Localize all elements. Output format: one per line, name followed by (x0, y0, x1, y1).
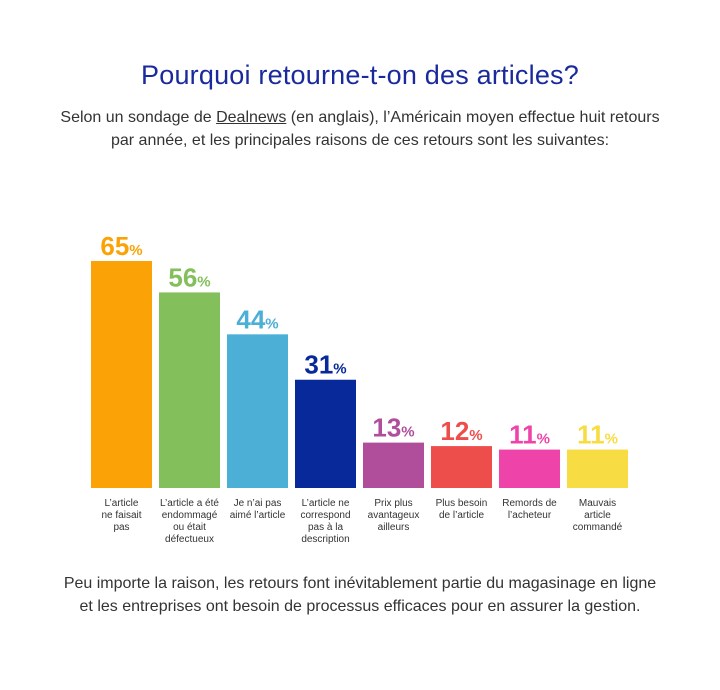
bar-5 (363, 442, 424, 488)
value-label-1: 65% (100, 231, 142, 261)
value-label-6: 12% (440, 416, 482, 446)
page-title: Pourquoi retourne-t-on des articles? (141, 60, 579, 90)
value-label-3: 44% (236, 304, 278, 334)
category-label-3: Je n’ai pas aimé l’article (230, 498, 286, 521)
category-label-6: Plus besoin de l’article (436, 498, 488, 521)
bar-4 (295, 379, 356, 488)
bar-8 (567, 449, 628, 488)
bar-6 (431, 446, 492, 488)
category-label-2: L’article a été endommagé ou était défectue… (160, 498, 219, 545)
bar-7 (499, 449, 560, 488)
page-subtitle: Selon un sondage de Dealnews (en anglais… (50, 106, 670, 152)
value-labels-group: 65% 56% 44% 31% 13% 12% 11% 11% (100, 231, 618, 450)
bar-2 (159, 292, 220, 488)
subtitle-text-start: Selon un sondage de (60, 109, 217, 126)
category-label-7: Remords de l’acheteur (502, 498, 557, 521)
category-label-4: L’article ne correspond pas à la descriptio… (300, 498, 350, 545)
value-label-4: 31% (304, 350, 346, 380)
bar-3 (227, 334, 288, 488)
bar-chart: 65% 56% 44% 31% 13% 12% 11% 11% L’article ne fai… (91, 231, 628, 545)
category-labels-group: L’article ne faisait pas L’article a été end… (101, 498, 622, 545)
value-label-5: 13% (372, 413, 414, 443)
subtitle-text-end: (en anglais), l’Américain moyen effectue… (110, 109, 660, 149)
value-label-7: 11% (509, 420, 550, 450)
value-label-2: 56% (168, 262, 210, 292)
category-label-1: L’article ne faisait pas (101, 498, 141, 533)
bar-1 (91, 261, 152, 488)
category-label-5: Prix plus avantageux ailleurs (368, 498, 420, 533)
category-label-8: Mauvais article commandé (573, 498, 623, 533)
dealnews-link[interactable]: Dealnews (216, 109, 287, 126)
value-label-8: 11% (577, 420, 618, 450)
bars-group (91, 261, 628, 488)
footer-text: Peu importe la raison, les retours font … (63, 575, 657, 615)
